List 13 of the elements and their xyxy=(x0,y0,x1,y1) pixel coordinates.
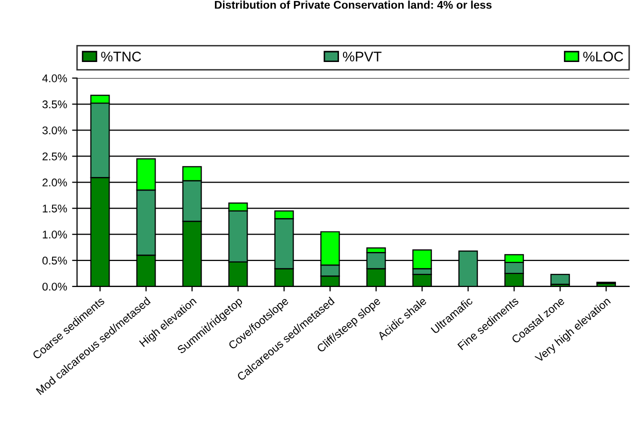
y-tick-label: 1.5% xyxy=(42,204,67,212)
y-tick-label: 0.5% xyxy=(42,256,67,265)
legend-label: %TNC xyxy=(101,52,142,62)
legend-label: %LOC xyxy=(583,52,624,62)
y-tick-label: 3.0% xyxy=(42,126,67,134)
y-tick-label: 1.0% xyxy=(42,230,67,238)
y-tick-label: 2.0% xyxy=(42,178,67,186)
y-tick-label: 0.0% xyxy=(42,282,67,291)
y-tick-label: 3.5% xyxy=(42,100,67,108)
legend-label: %PVT xyxy=(342,52,382,62)
y-tick-label: 4.0% xyxy=(42,74,67,82)
y-tick-label: 2.5% xyxy=(42,152,67,160)
chart-title: Distribution of Private Conservation land: 4% or less xyxy=(214,0,492,9)
